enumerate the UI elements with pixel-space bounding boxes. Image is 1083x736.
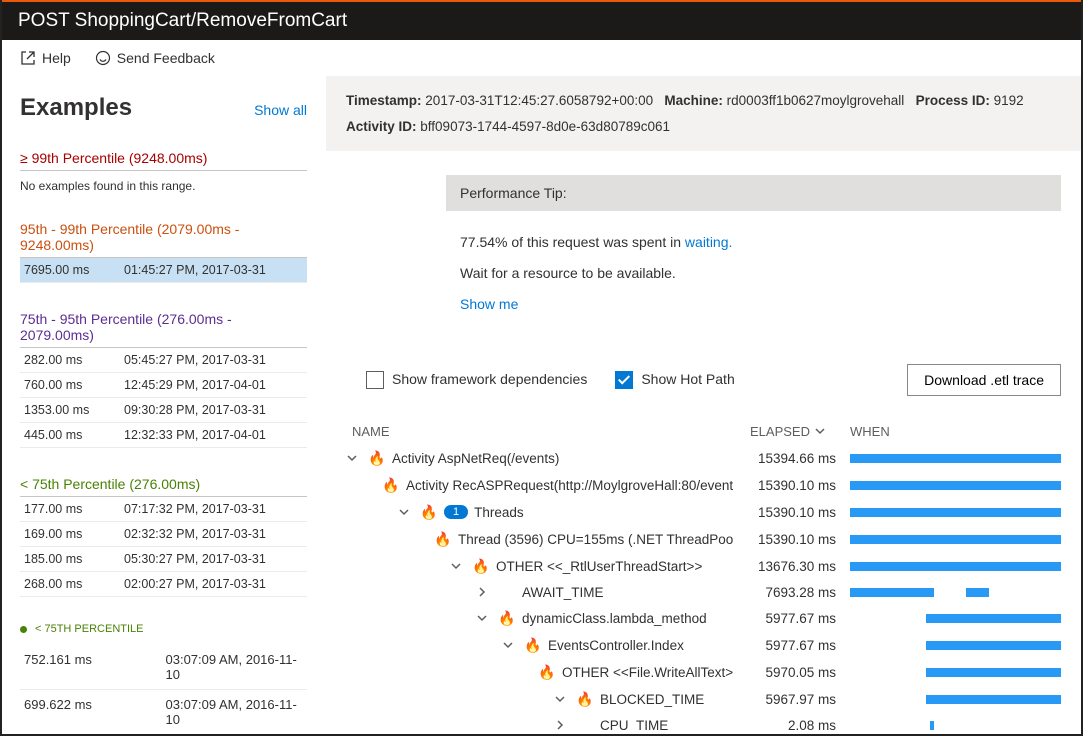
when-bar	[836, 668, 1061, 677]
tree-controls: Show framework dependencies Show Hot Pat…	[326, 360, 1081, 414]
when-bar	[836, 721, 1061, 730]
when-bar	[836, 614, 1061, 623]
tree-row[interactable]: 🔥dynamicClass.lambda_method5977.67 ms	[326, 605, 1081, 632]
chevron-down-icon[interactable]	[502, 639, 514, 651]
show-all-link[interactable]: Show all	[254, 102, 307, 118]
flame-icon: 🔥	[498, 610, 512, 627]
feedback-link[interactable]: Send Feedback	[95, 50, 215, 66]
flame-icon: 🔥	[576, 691, 590, 708]
tree-row[interactable]: 🔥 Activity RecASPRequest(http://Moylgrove…	[326, 472, 1081, 499]
node-label: Threads	[474, 505, 524, 520]
example-row[interactable]: 185.00 ms05:30:27 PM, 2017-03-31	[20, 547, 307, 572]
example-row[interactable]: 282.00 ms05:45:27 PM, 2017-03-31	[20, 348, 307, 373]
chevron-right-icon[interactable]	[476, 586, 488, 598]
flame-icon: 🔥	[538, 664, 552, 681]
percentile-group-header[interactable]: 75th - 95th Percentile (276.00ms - 2079.…	[20, 311, 307, 348]
flame-icon: 🔥	[472, 558, 486, 575]
tree-row[interactable]: 🔥BLOCKED_TIME5967.97 ms	[326, 686, 1081, 713]
example-row[interactable]: 177.00 ms07:17:32 PM, 2017-03-31	[20, 497, 307, 522]
example-row[interactable]: 268.00 ms02:00:27 PM, 2017-03-31	[20, 572, 307, 597]
when-bar	[836, 562, 1061, 571]
node-label: Thread (3596) CPU=155ms (.NET ThreadPool…	[458, 532, 733, 547]
show-me-link[interactable]: Show me	[460, 296, 518, 312]
chevron-down-icon[interactable]	[450, 560, 462, 572]
when-bar	[836, 535, 1061, 544]
help-link[interactable]: Help	[20, 50, 71, 66]
chevron-down-icon[interactable]	[554, 693, 566, 705]
percentile-legend: < 75TH PERCENTILE	[20, 623, 307, 635]
node-label: Activity AspNetReq(/events)	[392, 451, 559, 466]
when-bar	[836, 588, 1061, 597]
chevron-down-icon[interactable]	[476, 612, 488, 624]
tree-row[interactable]: CPU_TIME2.08 ms	[326, 713, 1081, 730]
show-hotpath-checkbox[interactable]: Show Hot Path	[615, 371, 734, 389]
when-bar	[836, 481, 1061, 490]
percentile-group-header[interactable]: 95th - 99th Percentile (2079.00ms - 9248…	[20, 221, 307, 258]
tree-row[interactable]: 🔥OTHER <<File.WriteAllText>>5970.05 ms	[326, 659, 1081, 686]
performance-tip: Performance Tip: 77.54% of this request …	[446, 175, 1061, 335]
example-row[interactable]: 760.00 ms12:45:29 PM, 2017-04-01	[20, 373, 307, 398]
when-bar	[836, 641, 1061, 650]
tree-row[interactable]: AWAIT_TIME7693.28 ms	[326, 580, 1081, 605]
node-label: BLOCKED_TIME	[600, 692, 704, 707]
waiting-link[interactable]: waiting.	[685, 234, 732, 250]
examples-sidebar: Examples Show all ≥ 99th Percentile (924…	[2, 76, 326, 730]
percentile-group-header[interactable]: < 75th Percentile (276.00ms)	[20, 476, 307, 497]
chevron-right-icon[interactable]	[554, 719, 566, 730]
col-name[interactable]: NAME	[346, 424, 733, 439]
sort-down-icon	[814, 425, 826, 437]
smile-icon	[95, 50, 111, 66]
examples-heading: Examples	[20, 94, 132, 121]
tree-row[interactable]: 🔥 Thread (3596) CPU=155ms (.NET ThreadPoo…	[326, 526, 1081, 553]
tree-row[interactable]: 🔥OTHER <<_RtlUserThreadStart>>13676.30 m…	[326, 553, 1081, 580]
tree-row[interactable]: 🔥EventsController.Index5977.67 ms	[326, 632, 1081, 659]
feedback-label: Send Feedback	[117, 50, 215, 66]
tree-header: NAME ELAPSED WHEN	[326, 414, 1081, 445]
percentile-group-header[interactable]: ≥ 99th Percentile (9248.00ms)	[20, 150, 307, 171]
example-row[interactable]: 445.00 ms12:32:33 PM, 2017-04-01	[20, 423, 307, 448]
when-bar	[836, 454, 1061, 463]
count-badge: 1	[444, 505, 468, 519]
when-bar	[836, 695, 1061, 704]
title-bar: POST ShoppingCart/RemoveFromCart	[2, 0, 1081, 40]
col-elapsed[interactable]: ELAPSED	[733, 424, 836, 439]
node-label: EventsController.Index	[548, 638, 684, 653]
col-when[interactable]: WHEN	[836, 424, 1061, 439]
node-label: CPU_TIME	[600, 718, 668, 730]
node-label: OTHER <<File.WriteAllText>>	[562, 665, 733, 680]
download-etl-button[interactable]: Download .etl trace	[907, 364, 1061, 396]
node-label: OTHER <<_RtlUserThreadStart>>	[496, 559, 702, 574]
show-deps-checkbox[interactable]: Show framework dependencies	[366, 371, 587, 389]
tree-row[interactable]: 🔥1Threads15390.10 ms	[326, 499, 1081, 526]
content-panel: Timestamp: 2017-03-31T12:45:27.6058792+0…	[326, 76, 1081, 730]
when-bar	[836, 508, 1061, 517]
node-label: AWAIT_TIME	[522, 585, 604, 600]
node-label: dynamicClass.lambda_method	[522, 611, 707, 626]
help-label: Help	[42, 50, 71, 66]
tree-row[interactable]: 🔥Activity AspNetReq(/events)15394.66 ms	[326, 445, 1081, 472]
flame-icon: 🔥	[420, 504, 434, 521]
example-row[interactable]: 7695.00 ms01:45:27 PM, 2017-03-31	[20, 258, 307, 283]
chevron-down-icon[interactable]	[398, 506, 410, 518]
chevron-down-icon[interactable]	[346, 452, 358, 464]
external-link-icon	[20, 50, 36, 66]
example-row[interactable]: 752.161 ms03:07:09 AM, 2016-11-10	[20, 645, 307, 690]
toolbar: Help Send Feedback	[2, 40, 1081, 76]
flame-icon: 🔥	[524, 637, 538, 654]
request-info-bar: Timestamp: 2017-03-31T12:45:27.6058792+0…	[326, 76, 1081, 151]
tip-header: Performance Tip:	[446, 175, 1061, 211]
example-row[interactable]: 169.00 ms02:32:32 PM, 2017-03-31	[20, 522, 307, 547]
example-row[interactable]: 699.622 ms03:07:09 AM, 2016-11-10	[20, 690, 307, 730]
node-label: Activity RecASPRequest(http://MoylgroveH…	[406, 478, 733, 493]
flame-icon: 🔥	[434, 531, 448, 548]
example-row[interactable]: 1353.00 ms09:30:28 PM, 2017-03-31	[20, 398, 307, 423]
flame-icon: 🔥	[368, 450, 382, 467]
flame-icon: 🔥	[382, 477, 396, 494]
